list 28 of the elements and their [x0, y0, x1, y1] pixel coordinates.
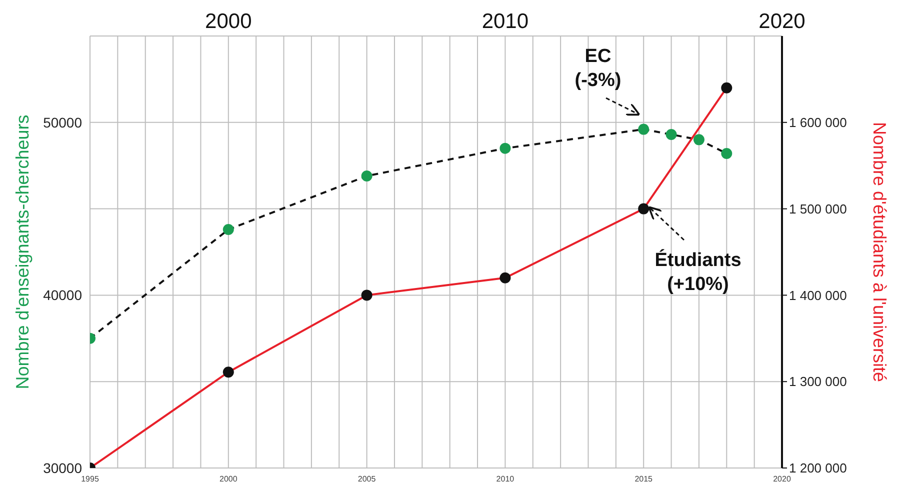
y-tick-label: 40000: [43, 287, 82, 304]
x-tick-label: 2000: [220, 474, 238, 484]
point: [693, 134, 704, 146]
point: [638, 124, 650, 135]
point: [500, 142, 511, 154]
x-tick-label: 2005: [358, 474, 376, 484]
point: [721, 148, 732, 160]
y2-tick-label: 1 600 000: [789, 115, 847, 130]
x-tick-label: 1995: [81, 474, 100, 484]
y-tick-label: 30000: [43, 460, 82, 476]
x2-tick-label: 2000: [205, 10, 252, 33]
x2-tick-label: 2010: [482, 10, 529, 33]
y2-axis-title: Nombre d'étudiants à l'université: [870, 122, 890, 382]
y2-tick-label: 1 500 000: [789, 201, 847, 216]
x2-tick-label: 2020: [758, 10, 806, 33]
y-tick-label: 50000: [43, 114, 82, 130]
annotation: EC (-3%): [574, 46, 622, 91]
point: [222, 224, 234, 236]
y2-tick-label: 1 200 000: [789, 460, 847, 476]
y2-tick-label: 1 400 000: [789, 288, 847, 303]
x-tick-label: 2010: [496, 474, 515, 484]
x-tick-label: 2020: [773, 474, 792, 484]
y-axis-title: Nombre d'enseignants-chercheurs: [12, 114, 32, 390]
x-tick-label: 2015: [634, 474, 654, 484]
point: [666, 128, 677, 140]
annotation: Étudiants (+10%): [654, 249, 742, 295]
point: [361, 170, 372, 182]
y2-tick-label: 1 300 000: [789, 374, 847, 390]
